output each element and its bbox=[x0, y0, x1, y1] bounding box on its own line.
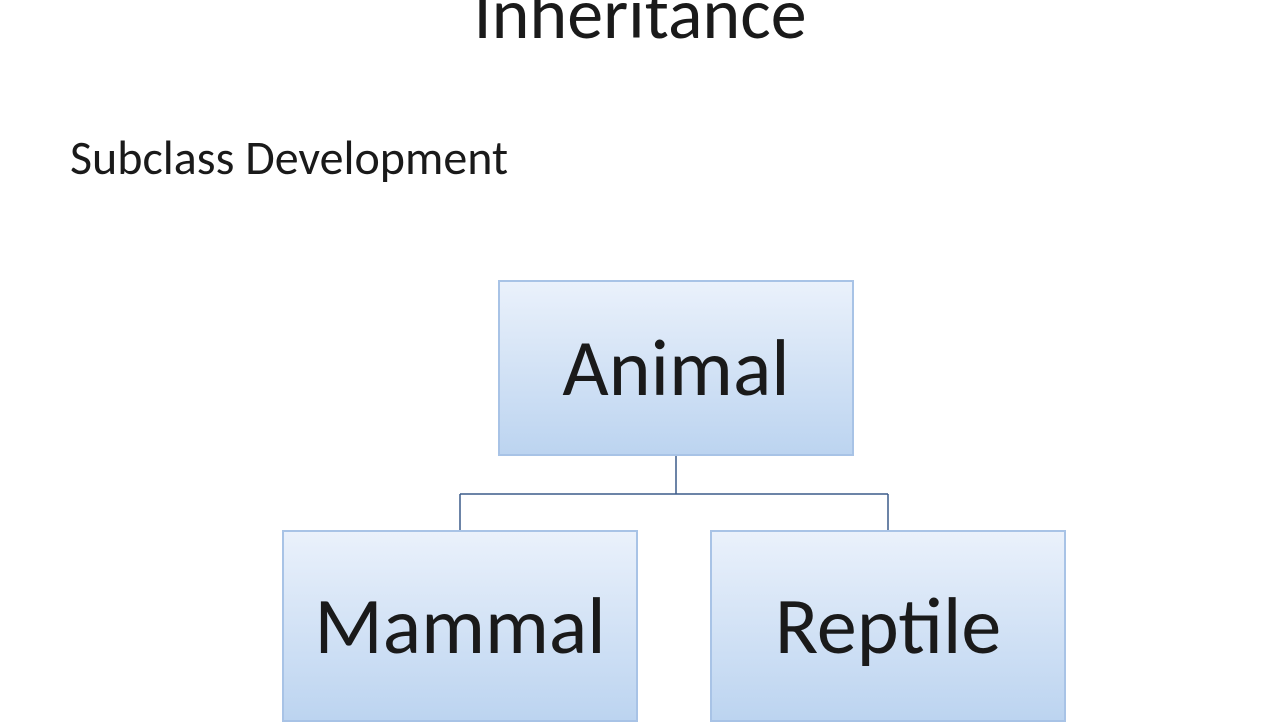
tree-node-mammal: Mammal bbox=[282, 530, 638, 722]
connector-path bbox=[460, 456, 888, 530]
tree-node-label: Mammal bbox=[314, 578, 605, 675]
tree-node-label: Reptile bbox=[775, 578, 1001, 675]
tree-node-reptile: Reptile bbox=[710, 530, 1066, 722]
page-subtitle: Subclass Development bbox=[70, 128, 508, 187]
tree-node-animal: Animal bbox=[498, 280, 854, 456]
tree-node-label: Animal bbox=[562, 320, 789, 417]
page-title: Inheritance bbox=[0, 0, 1280, 58]
